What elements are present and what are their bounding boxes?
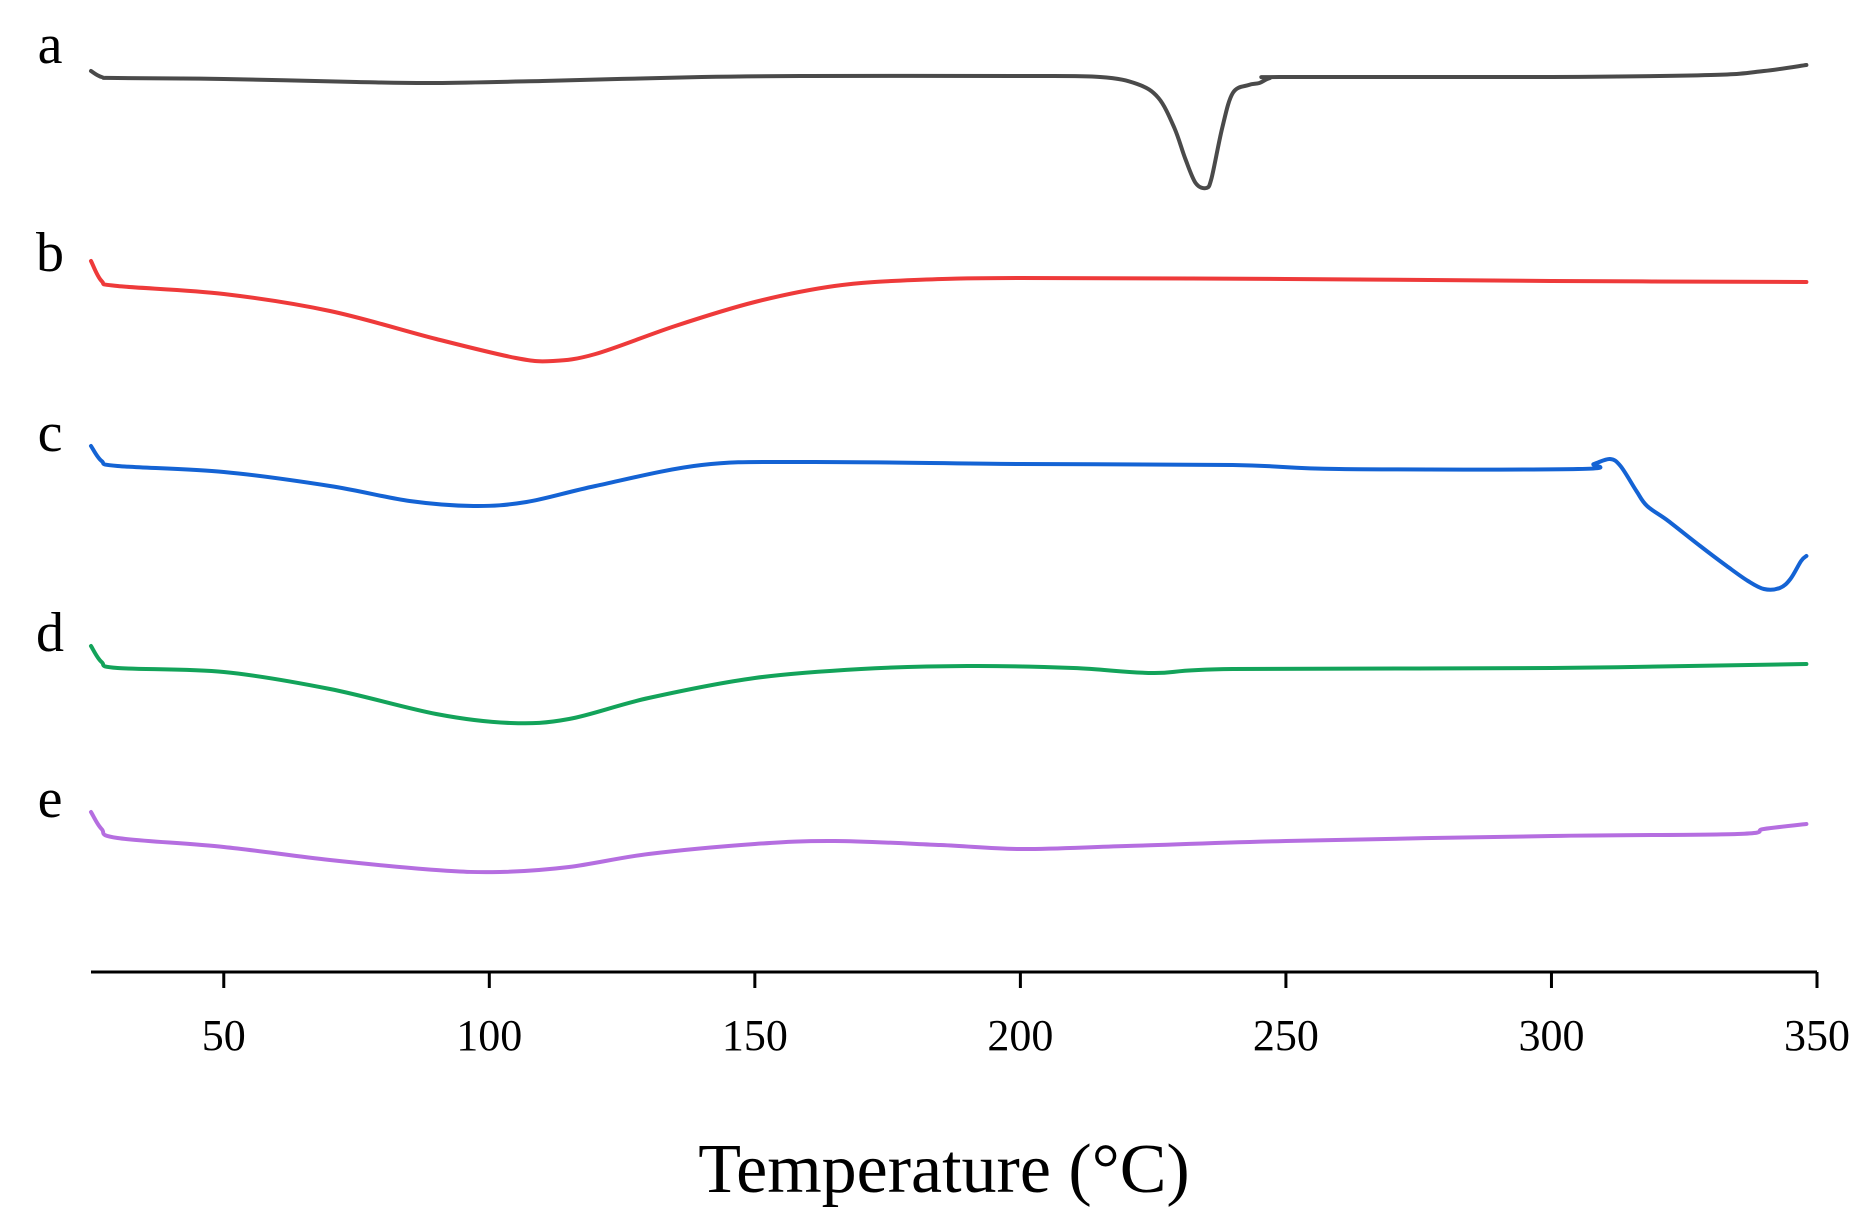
curve-b	[89, 259, 1809, 364]
x-tick-label-350: 350	[1784, 1011, 1850, 1060]
x-tick-label-200: 200	[987, 1011, 1053, 1060]
curve-label-a: a	[38, 14, 63, 76]
x-tick-label-50: 50	[202, 1011, 246, 1060]
x-tick-label-300: 300	[1518, 1011, 1584, 1060]
x-tick-label-250: 250	[1253, 1011, 1319, 1060]
curve-c	[89, 444, 1809, 592]
curve-label-c: c	[38, 402, 63, 464]
x-axis-title: Temperature (°C)	[698, 1131, 1189, 1208]
curve-e	[89, 810, 1809, 875]
curve-a	[89, 63, 1809, 191]
curve-labels-group: a b c d e	[36, 14, 64, 830]
curve-label-e: e	[38, 768, 63, 830]
x-axis-ticks: 50 100 150 200 250 300 350	[202, 972, 1850, 1060]
curve-d	[89, 644, 1809, 726]
curve-label-b: b	[36, 222, 64, 284]
curve-label-d: d	[36, 602, 64, 664]
x-tick-label-100: 100	[456, 1011, 522, 1060]
x-tick-label-150: 150	[722, 1011, 788, 1060]
curves-group	[89, 63, 1809, 875]
